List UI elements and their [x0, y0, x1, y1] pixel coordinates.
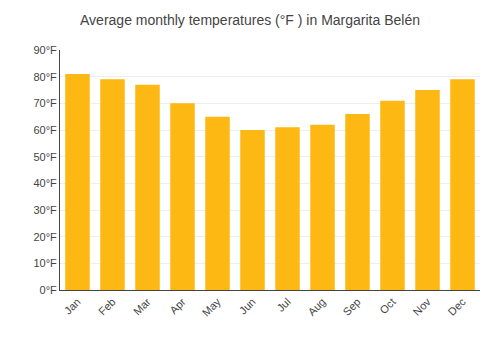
svg-text:Feb: Feb — [96, 296, 118, 318]
svg-text:Oct: Oct — [377, 296, 398, 317]
svg-text:Aug: Aug — [305, 296, 327, 318]
svg-text:Dec: Dec — [445, 295, 468, 318]
svg-text:20°F: 20°F — [33, 231, 57, 243]
svg-text:30°F: 30°F — [33, 204, 57, 216]
svg-text:Mar: Mar — [131, 295, 153, 317]
svg-text:Jun: Jun — [237, 296, 258, 317]
svg-text:40°F: 40°F — [33, 177, 57, 189]
svg-text:90°F: 90°F — [33, 44, 57, 56]
svg-text:60°F: 60°F — [33, 124, 57, 136]
svg-text:May: May — [200, 295, 224, 319]
svg-text:Jan: Jan — [62, 296, 83, 317]
svg-text:Nov: Nov — [410, 295, 433, 318]
svg-text:Jul: Jul — [274, 296, 292, 314]
svg-text:80°F: 80°F — [33, 71, 57, 83]
svg-text:Apr: Apr — [167, 295, 188, 316]
svg-text:70°F: 70°F — [33, 97, 57, 109]
svg-text:0°F: 0°F — [40, 284, 58, 296]
svg-text:50°F: 50°F — [33, 151, 57, 163]
svg-text:10°F: 10°F — [33, 257, 57, 269]
svg-text:Average monthly temperatures (: Average monthly temperatures (°F ) in Ma… — [80, 12, 420, 28]
svg-text:Sep: Sep — [340, 296, 362, 318]
